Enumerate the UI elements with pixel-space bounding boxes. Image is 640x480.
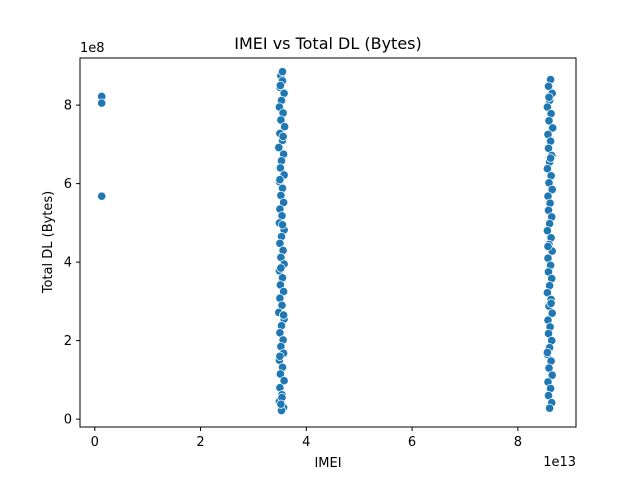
y-axis-offset-label: 1e8 [80,41,105,56]
scatter-point [276,263,286,273]
y-tick-label: 4 [64,256,72,271]
x-axis-label: IMEI [314,456,341,471]
y-tick-label: 6 [64,177,72,192]
y-tick-label: 8 [64,99,72,114]
scatter-point [274,142,284,153]
scatter-point [547,308,557,318]
x-axis-offset-label: 1e13 [543,455,576,470]
y-axis-ticks: 0 2 4 6 8 [64,99,80,428]
scatter-point [275,175,285,185]
scatter-point [542,164,552,174]
scatter-point [542,226,552,236]
scatter-point [543,241,553,251]
scatter-point [278,131,288,142]
x-tick-label: 0 [91,435,99,450]
scatter-point [542,347,552,357]
y-tick-label: 0 [64,413,72,428]
scatter-point [97,98,107,108]
x-tick-label: 2 [196,435,204,450]
scatter-point [546,153,556,163]
x-axis-ticks: 0 2 4 6 8 [91,427,522,450]
scatter-point [97,191,107,201]
scatter-point [279,376,289,386]
scatter-point [275,80,285,91]
plot-frame [79,57,577,428]
scatter-point [280,122,290,132]
x-tick-label: 4 [302,435,310,450]
scatter-point [545,403,555,413]
scatter-point [275,351,285,361]
x-tick-label: 6 [408,435,416,450]
scatter-point [277,67,288,77]
scatter-point [276,399,286,409]
scatter-point [546,298,556,308]
scatter-point [277,220,288,230]
scatter-points [97,67,558,416]
scatter-point [543,81,554,91]
scatter-point [544,92,554,102]
y-axis-label: Total DL (Bytes) [41,191,56,295]
y-tick-label: 2 [64,334,72,349]
scatter-point [279,310,289,320]
scatter-point [547,370,557,380]
chart-title: IMEI vs Total DL (Bytes) [234,34,421,53]
scatter-point [547,184,557,195]
scatter-point [548,123,558,133]
x-tick-label: 8 [514,435,522,450]
scatter-point [544,116,554,126]
scatter-point [275,163,285,173]
